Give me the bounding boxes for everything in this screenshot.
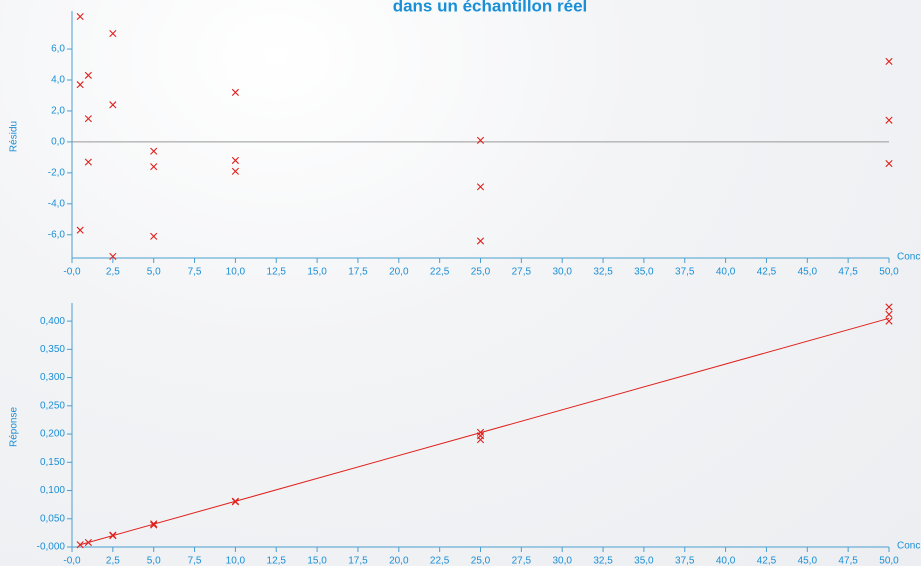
y-tick-label: -2,0 xyxy=(48,168,66,179)
y-tick-label: -6,0 xyxy=(48,229,66,240)
x-tick-label: 35,0 xyxy=(634,267,654,278)
y-tick-label: 2,0 xyxy=(51,106,65,117)
point xyxy=(109,252,117,261)
point xyxy=(76,12,84,21)
point xyxy=(109,29,117,38)
x-tick-label: 5,0 xyxy=(147,556,161,566)
x-tick-label: 15,0 xyxy=(307,267,327,278)
x-tick-label: 47,5 xyxy=(838,267,858,278)
point xyxy=(476,183,485,191)
point xyxy=(76,81,84,89)
x-tick-label: 12,5 xyxy=(267,267,287,278)
x-tick-label: -0,0 xyxy=(63,267,81,278)
point xyxy=(76,226,84,234)
y-tick-label: 0,050 xyxy=(40,513,65,524)
y-tick-label: -0,000 xyxy=(37,542,66,553)
y-tick-label: 0,200 xyxy=(40,429,65,440)
y-tick-label: 4,0 xyxy=(51,75,65,86)
x-tick-label: 37,5 xyxy=(675,556,695,566)
x-tick-label: -0,0 xyxy=(63,556,81,566)
x-tick-label: 10,0 xyxy=(226,556,246,566)
point xyxy=(109,101,117,109)
x-tick-label: 22,5 xyxy=(430,556,450,566)
x-tick-label: 35,0 xyxy=(634,556,654,566)
x-axis-label: Conc xyxy=(897,252,920,263)
point xyxy=(231,88,239,96)
point xyxy=(84,71,92,79)
x-tick-label: 30,0 xyxy=(552,267,572,278)
y-tick-label: 0,100 xyxy=(40,485,65,496)
point xyxy=(476,237,485,245)
chart-title: dans un échantillon réel xyxy=(393,0,588,15)
y-tick-label: -4,0 xyxy=(48,198,66,209)
point xyxy=(476,136,485,144)
x-tick-label: 7,5 xyxy=(188,556,202,566)
x-tick-label: 7,5 xyxy=(188,267,202,278)
x-tick-label: 30,0 xyxy=(552,556,572,566)
x-tick-label: 45,0 xyxy=(798,267,818,278)
x-tick-label: 42,5 xyxy=(757,556,777,566)
point xyxy=(885,57,893,66)
x-tick-label: 40,0 xyxy=(716,556,736,566)
y-axis-label: Résidu xyxy=(9,121,20,152)
x-tick-label: 2,5 xyxy=(106,267,120,278)
x-tick-label: 27,5 xyxy=(512,267,532,278)
fit-line xyxy=(80,317,890,546)
y-tick-label: 0,250 xyxy=(40,400,65,411)
x-tick-label: 22,5 xyxy=(430,267,450,278)
x-tick-label: 12,5 xyxy=(267,556,287,566)
point xyxy=(150,521,158,529)
point xyxy=(150,147,158,155)
point xyxy=(150,232,158,240)
point xyxy=(231,498,239,506)
x-tick-label: 10,0 xyxy=(226,267,246,278)
x-tick-label: 25,0 xyxy=(471,267,491,278)
y-tick-label: 0,350 xyxy=(40,344,65,355)
point xyxy=(84,158,92,166)
x-axis-label: Conc xyxy=(897,541,920,552)
y-tick-label: 6,0 xyxy=(51,44,65,55)
y-tick-label: 0,400 xyxy=(40,316,65,327)
x-tick-label: 50,0 xyxy=(879,556,899,566)
point xyxy=(84,115,92,123)
y-tick-label: 0,0 xyxy=(51,137,65,148)
point xyxy=(150,163,158,171)
point xyxy=(885,116,893,124)
y-tick-label: 0,300 xyxy=(40,372,65,383)
x-tick-label: 42,5 xyxy=(757,267,777,278)
y-tick-label: 0,150 xyxy=(40,457,65,468)
x-tick-label: 15,0 xyxy=(307,556,327,566)
x-tick-label: 32,5 xyxy=(593,556,613,566)
point xyxy=(231,167,239,175)
point xyxy=(476,436,485,444)
x-tick-label: 40,0 xyxy=(716,267,736,278)
point xyxy=(231,156,239,165)
x-tick-label: 32,5 xyxy=(593,267,613,278)
point xyxy=(885,303,893,311)
y-axis-label: Réponse xyxy=(9,407,20,447)
x-tick-label: 45,0 xyxy=(798,556,818,566)
x-tick-label: 47,5 xyxy=(838,556,858,566)
x-tick-label: 17,5 xyxy=(348,267,368,278)
x-tick-label: 20,0 xyxy=(389,556,409,566)
point xyxy=(885,159,893,168)
point xyxy=(885,310,893,318)
x-tick-label: 17,5 xyxy=(348,556,368,566)
x-tick-label: 5,0 xyxy=(147,267,161,278)
x-tick-label: 37,5 xyxy=(675,267,695,278)
x-tick-label: 20,0 xyxy=(389,267,409,278)
x-tick-label: 2,5 xyxy=(106,556,120,566)
x-tick-label: 50,0 xyxy=(879,267,899,278)
x-tick-label: 25,0 xyxy=(471,556,491,566)
x-tick-label: 27,5 xyxy=(512,556,532,566)
